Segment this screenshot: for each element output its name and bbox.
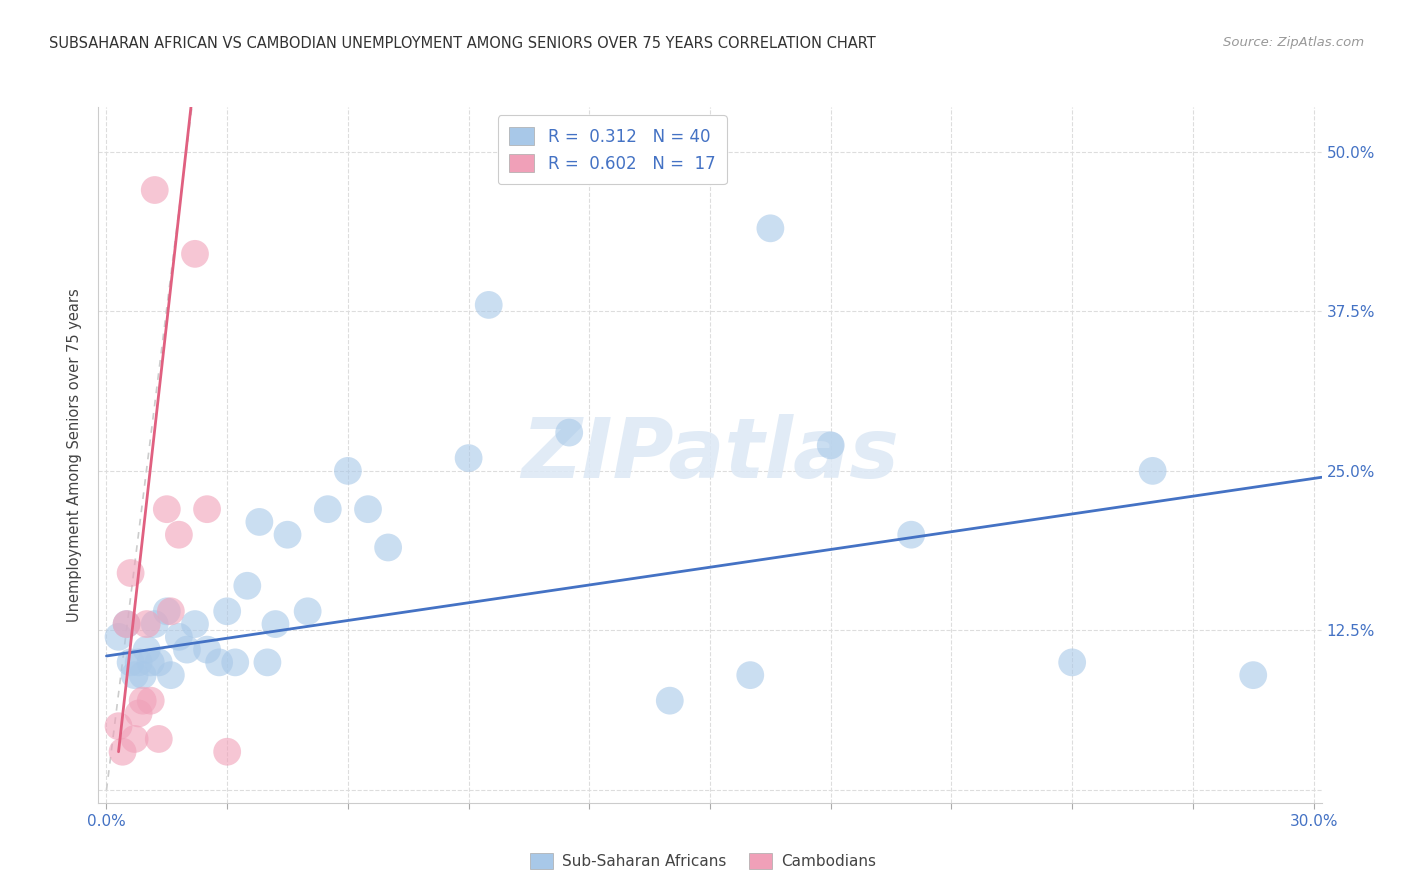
Point (357, 502, 380, 516)
Point (558, 425, 581, 440)
Point (236, 579, 259, 593)
Point (135, 642, 157, 657)
Point (156, 502, 179, 516)
Point (115, 617, 138, 632)
Point (256, 656, 278, 670)
Point (115, 617, 138, 632)
Point (1241, 668, 1264, 682)
Text: SUBSAHARAN AFRICAN VS CAMBODIAN UNEMPLOYMENT AMONG SENIORS OVER 75 YEARS CORRELA: SUBSAHARAN AFRICAN VS CAMBODIAN UNEMPLOY… (49, 36, 876, 51)
Point (264, 617, 287, 632)
Point (277, 527, 299, 541)
Point (160, 604, 183, 618)
Point (1142, 464, 1164, 478)
Point (759, 221, 782, 235)
Legend: Sub-Saharan Africans, Cambodians: Sub-Saharan Africans, Cambodians (523, 847, 883, 875)
Point (316, 502, 339, 516)
Point (167, 630, 190, 644)
Legend: R =  0.312   N = 40, R =  0.602   N =  17: R = 0.312 N = 40, R = 0.602 N = 17 (498, 115, 727, 185)
Point (160, 668, 183, 682)
Point (139, 656, 162, 670)
Point (820, 438, 842, 452)
Point (143, 183, 166, 197)
Point (195, 502, 218, 516)
Point (111, 745, 134, 759)
Point (148, 731, 170, 746)
Point (377, 541, 399, 555)
Point (124, 668, 146, 682)
Point (128, 706, 150, 721)
Point (184, 247, 207, 261)
Point (184, 617, 207, 632)
Point (217, 604, 239, 618)
Point (139, 694, 162, 708)
Point (740, 668, 762, 682)
Point (107, 719, 129, 733)
Point (135, 617, 157, 632)
Y-axis label: Unemployment Among Seniors over 75 years: Unemployment Among Seniors over 75 years (67, 288, 83, 622)
Text: ZIPatlas: ZIPatlas (522, 415, 898, 495)
Point (195, 642, 218, 657)
Point (143, 617, 166, 632)
Text: Source: ZipAtlas.com: Source: ZipAtlas.com (1223, 36, 1364, 49)
Point (120, 566, 142, 580)
Point (457, 451, 479, 466)
Point (297, 604, 319, 618)
Point (124, 731, 146, 746)
Point (156, 604, 179, 618)
Point (478, 298, 501, 312)
Point (131, 694, 153, 708)
Point (176, 642, 198, 657)
Point (658, 694, 681, 708)
Point (107, 630, 129, 644)
Point (1062, 656, 1084, 670)
Point (128, 656, 150, 670)
Point (131, 668, 153, 682)
Point (217, 745, 239, 759)
Point (247, 515, 270, 529)
Point (148, 656, 170, 670)
Point (336, 464, 359, 478)
Point (208, 656, 231, 670)
Point (120, 656, 142, 670)
Point (900, 527, 922, 541)
Point (224, 656, 246, 670)
Point (167, 527, 190, 541)
